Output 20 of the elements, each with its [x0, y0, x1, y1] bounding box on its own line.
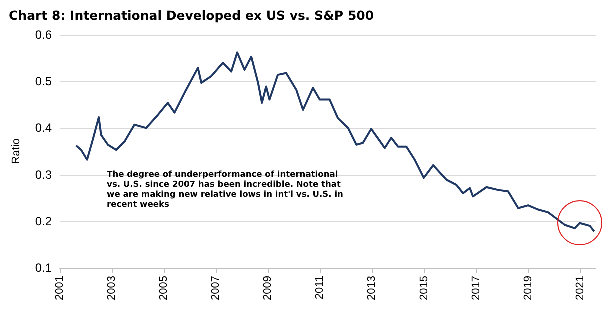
x-tick-label: 2003 [106, 276, 118, 300]
y-tick-label: 0.1 [35, 261, 52, 275]
y-tick-label: 0.5 [35, 74, 52, 89]
annotation: The degree of underperformance of international vs. U.S. since 2007 has been incredible. Note that we are making new relative lows in int'l vs. U.S. in recent weeks [107, 168, 344, 209]
chart-title: Chart 8: International Developed ex US vs. S&P 500 [9, 8, 374, 23]
y-tick-label: 0.6 [35, 28, 52, 42]
x-tick-label: 2017 [470, 276, 482, 300]
x-tick-label: 2019 [522, 276, 534, 300]
y-tick-label: 0.2 [35, 214, 52, 228]
x-tick-label: 2011 [314, 276, 326, 300]
y-axis-title: Ratio [10, 138, 22, 164]
x-tick-label: 2015 [418, 276, 430, 300]
x-tick-label: 2007 [210, 276, 222, 300]
x-tick-label: 2001 [54, 276, 66, 300]
x-tick-label: 2005 [158, 276, 170, 300]
x-tick-label: 2021 [574, 276, 586, 300]
y-tick-label: 0.3 [35, 168, 52, 182]
y-tick-label: 0.4 [35, 121, 52, 136]
x-tick-label: 2013 [366, 276, 378, 300]
x-tick-label: 2009 [262, 276, 274, 300]
